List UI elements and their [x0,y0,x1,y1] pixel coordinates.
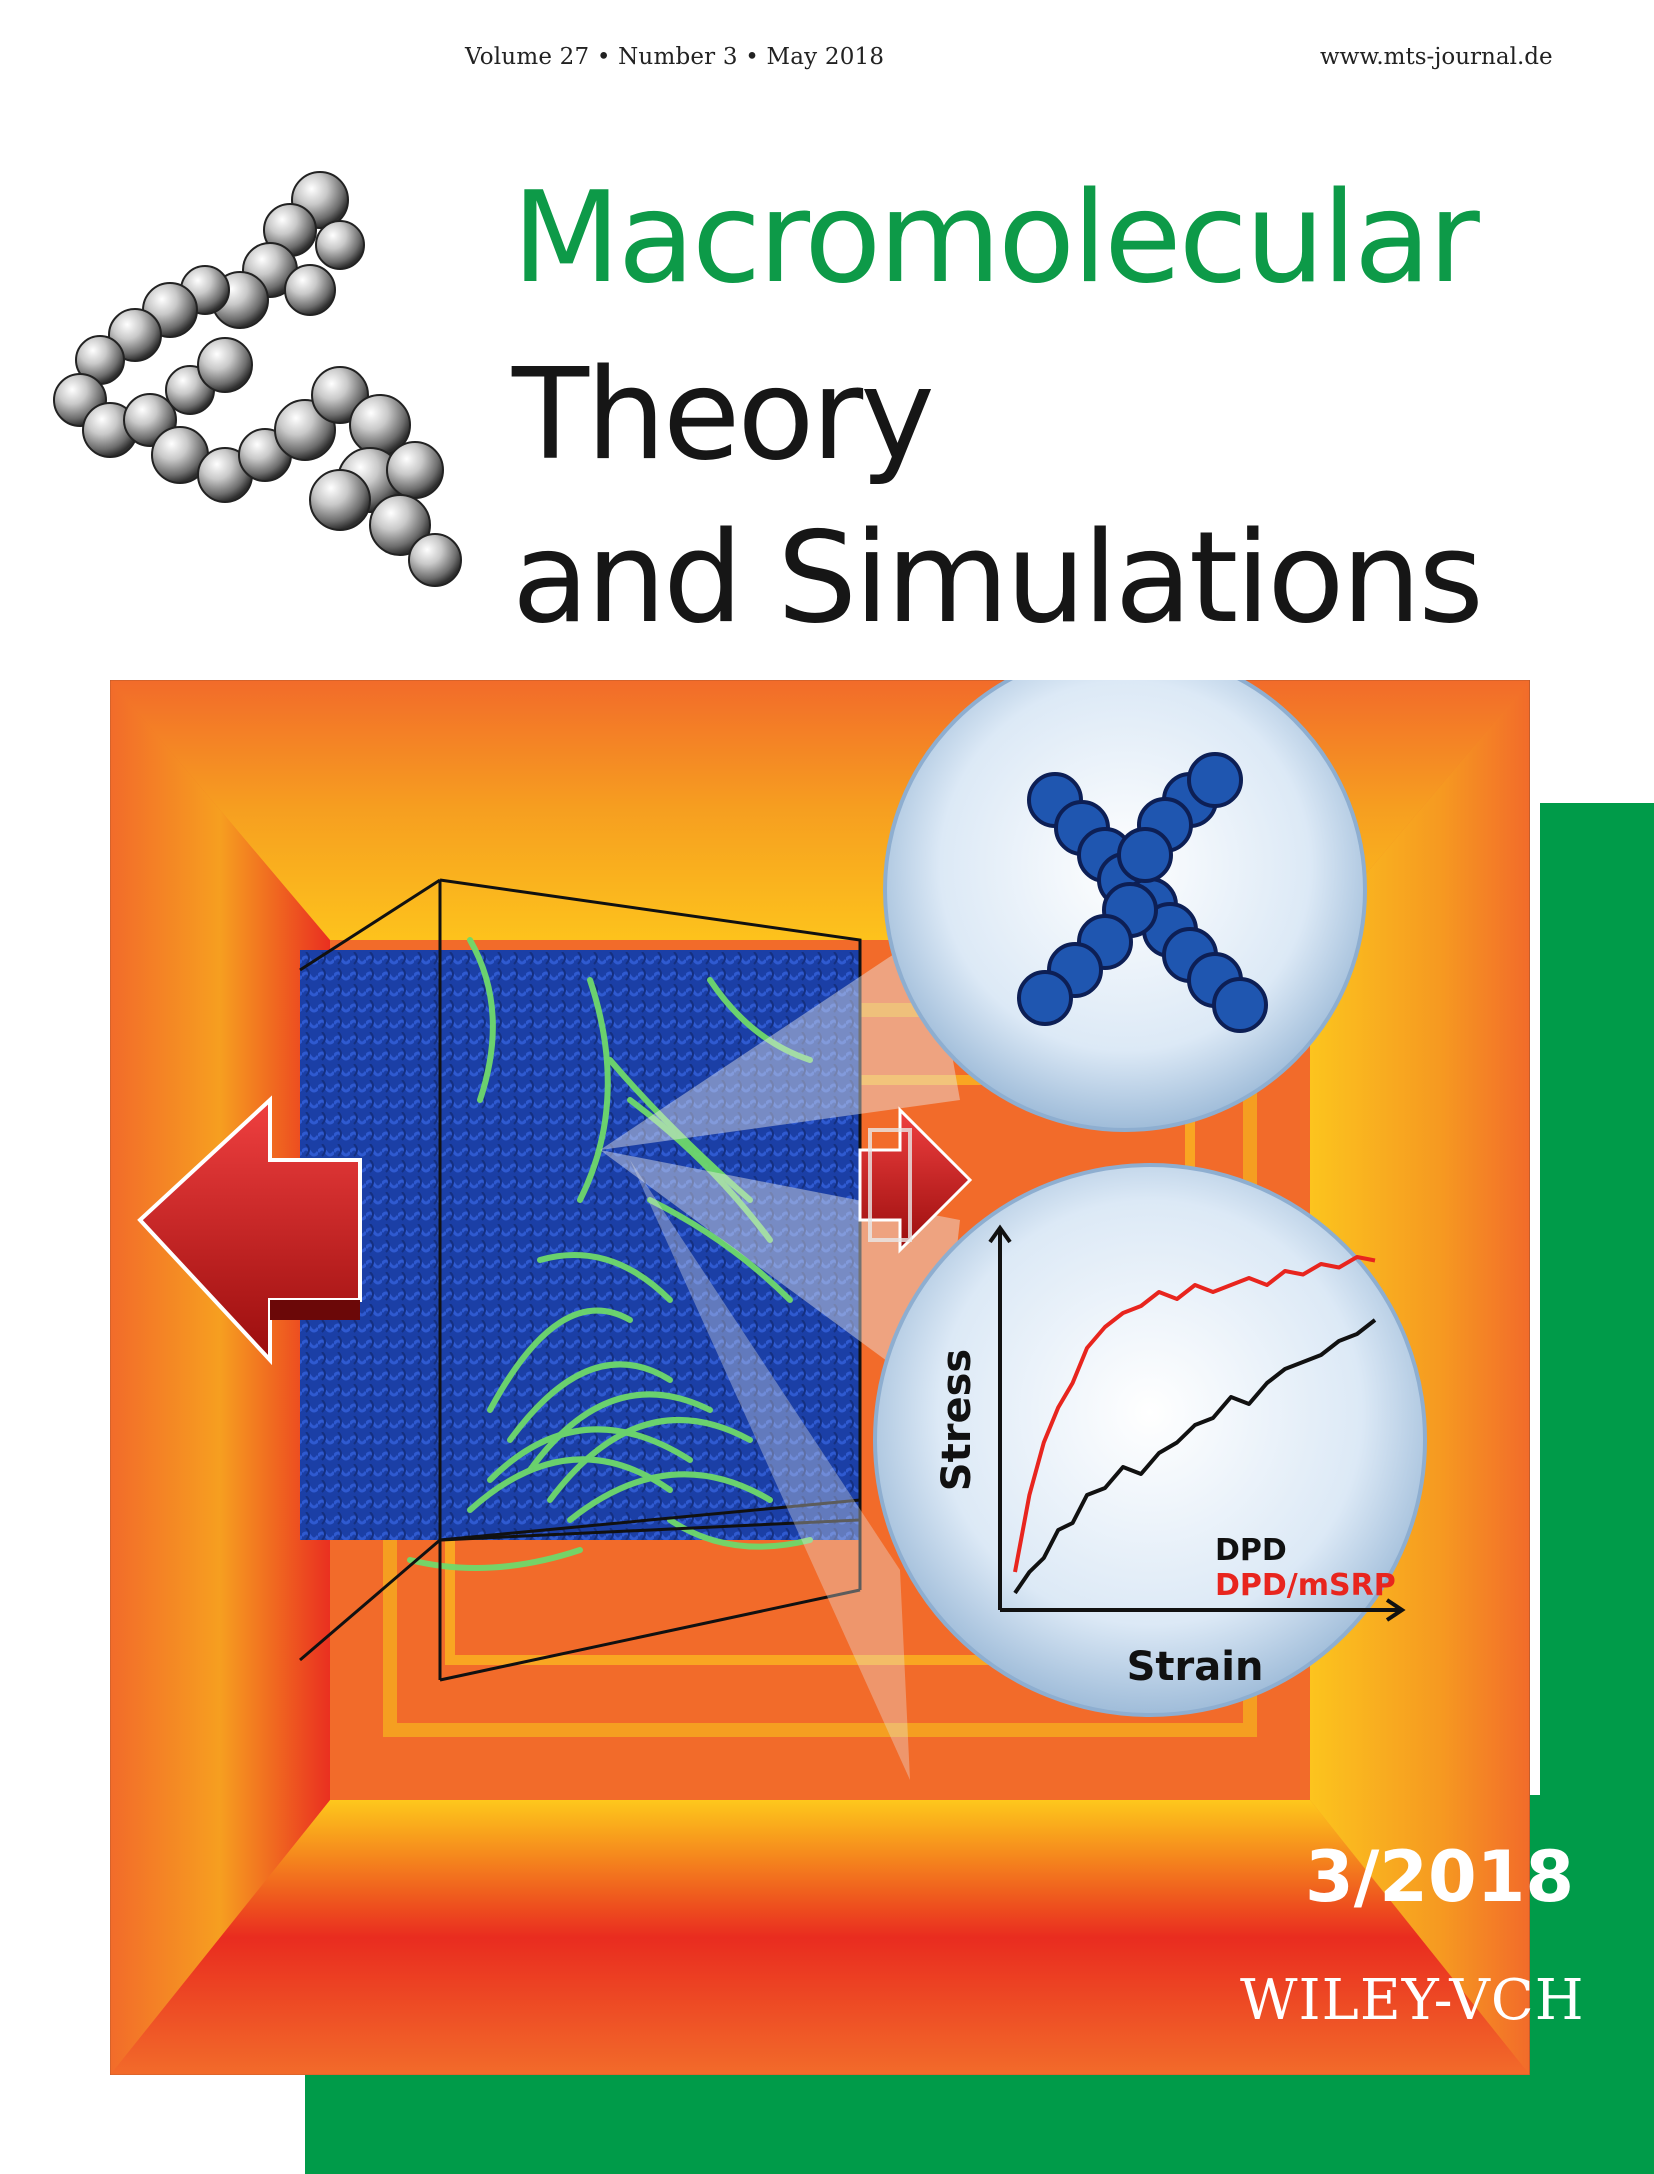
issue-number: 3/2018 [1305,1836,1575,1918]
cover-illustration: Stress Strain DPD DPD/mSRP [110,680,1530,2075]
legend-dpd: DPD [1215,1533,1287,1568]
stress-strain-chart [988,1224,1406,1622]
issue-line: Volume 27 • Number 3 • May 2018 [465,44,885,70]
series-line-dpd-msrp [1013,1255,1376,1573]
arrow-right-icon [858,1106,973,1254]
journal-title-line2: Theory [512,341,935,488]
y-axis [988,1224,1012,1610]
journal-title-line1: Macromolecular [512,164,1480,311]
series-line-dpd [1013,1318,1377,1595]
publisher-name: WILEY-VCH [1240,1968,1585,2033]
arrow-left-icon [137,1095,362,1366]
journal-title-line3: and Simulations [512,504,1484,651]
molecule-model-icon [53,171,462,587]
journal-website: www.mts-journal.de [1320,44,1553,70]
legend-dpd-msrp: DPD/mSRP [1215,1568,1396,1603]
chart-xlabel: Strain [1127,1644,1264,1690]
x-axis [1000,1598,1406,1622]
green-side-band [1540,803,1654,1803]
chart-ylabel: Stress [934,1349,980,1491]
